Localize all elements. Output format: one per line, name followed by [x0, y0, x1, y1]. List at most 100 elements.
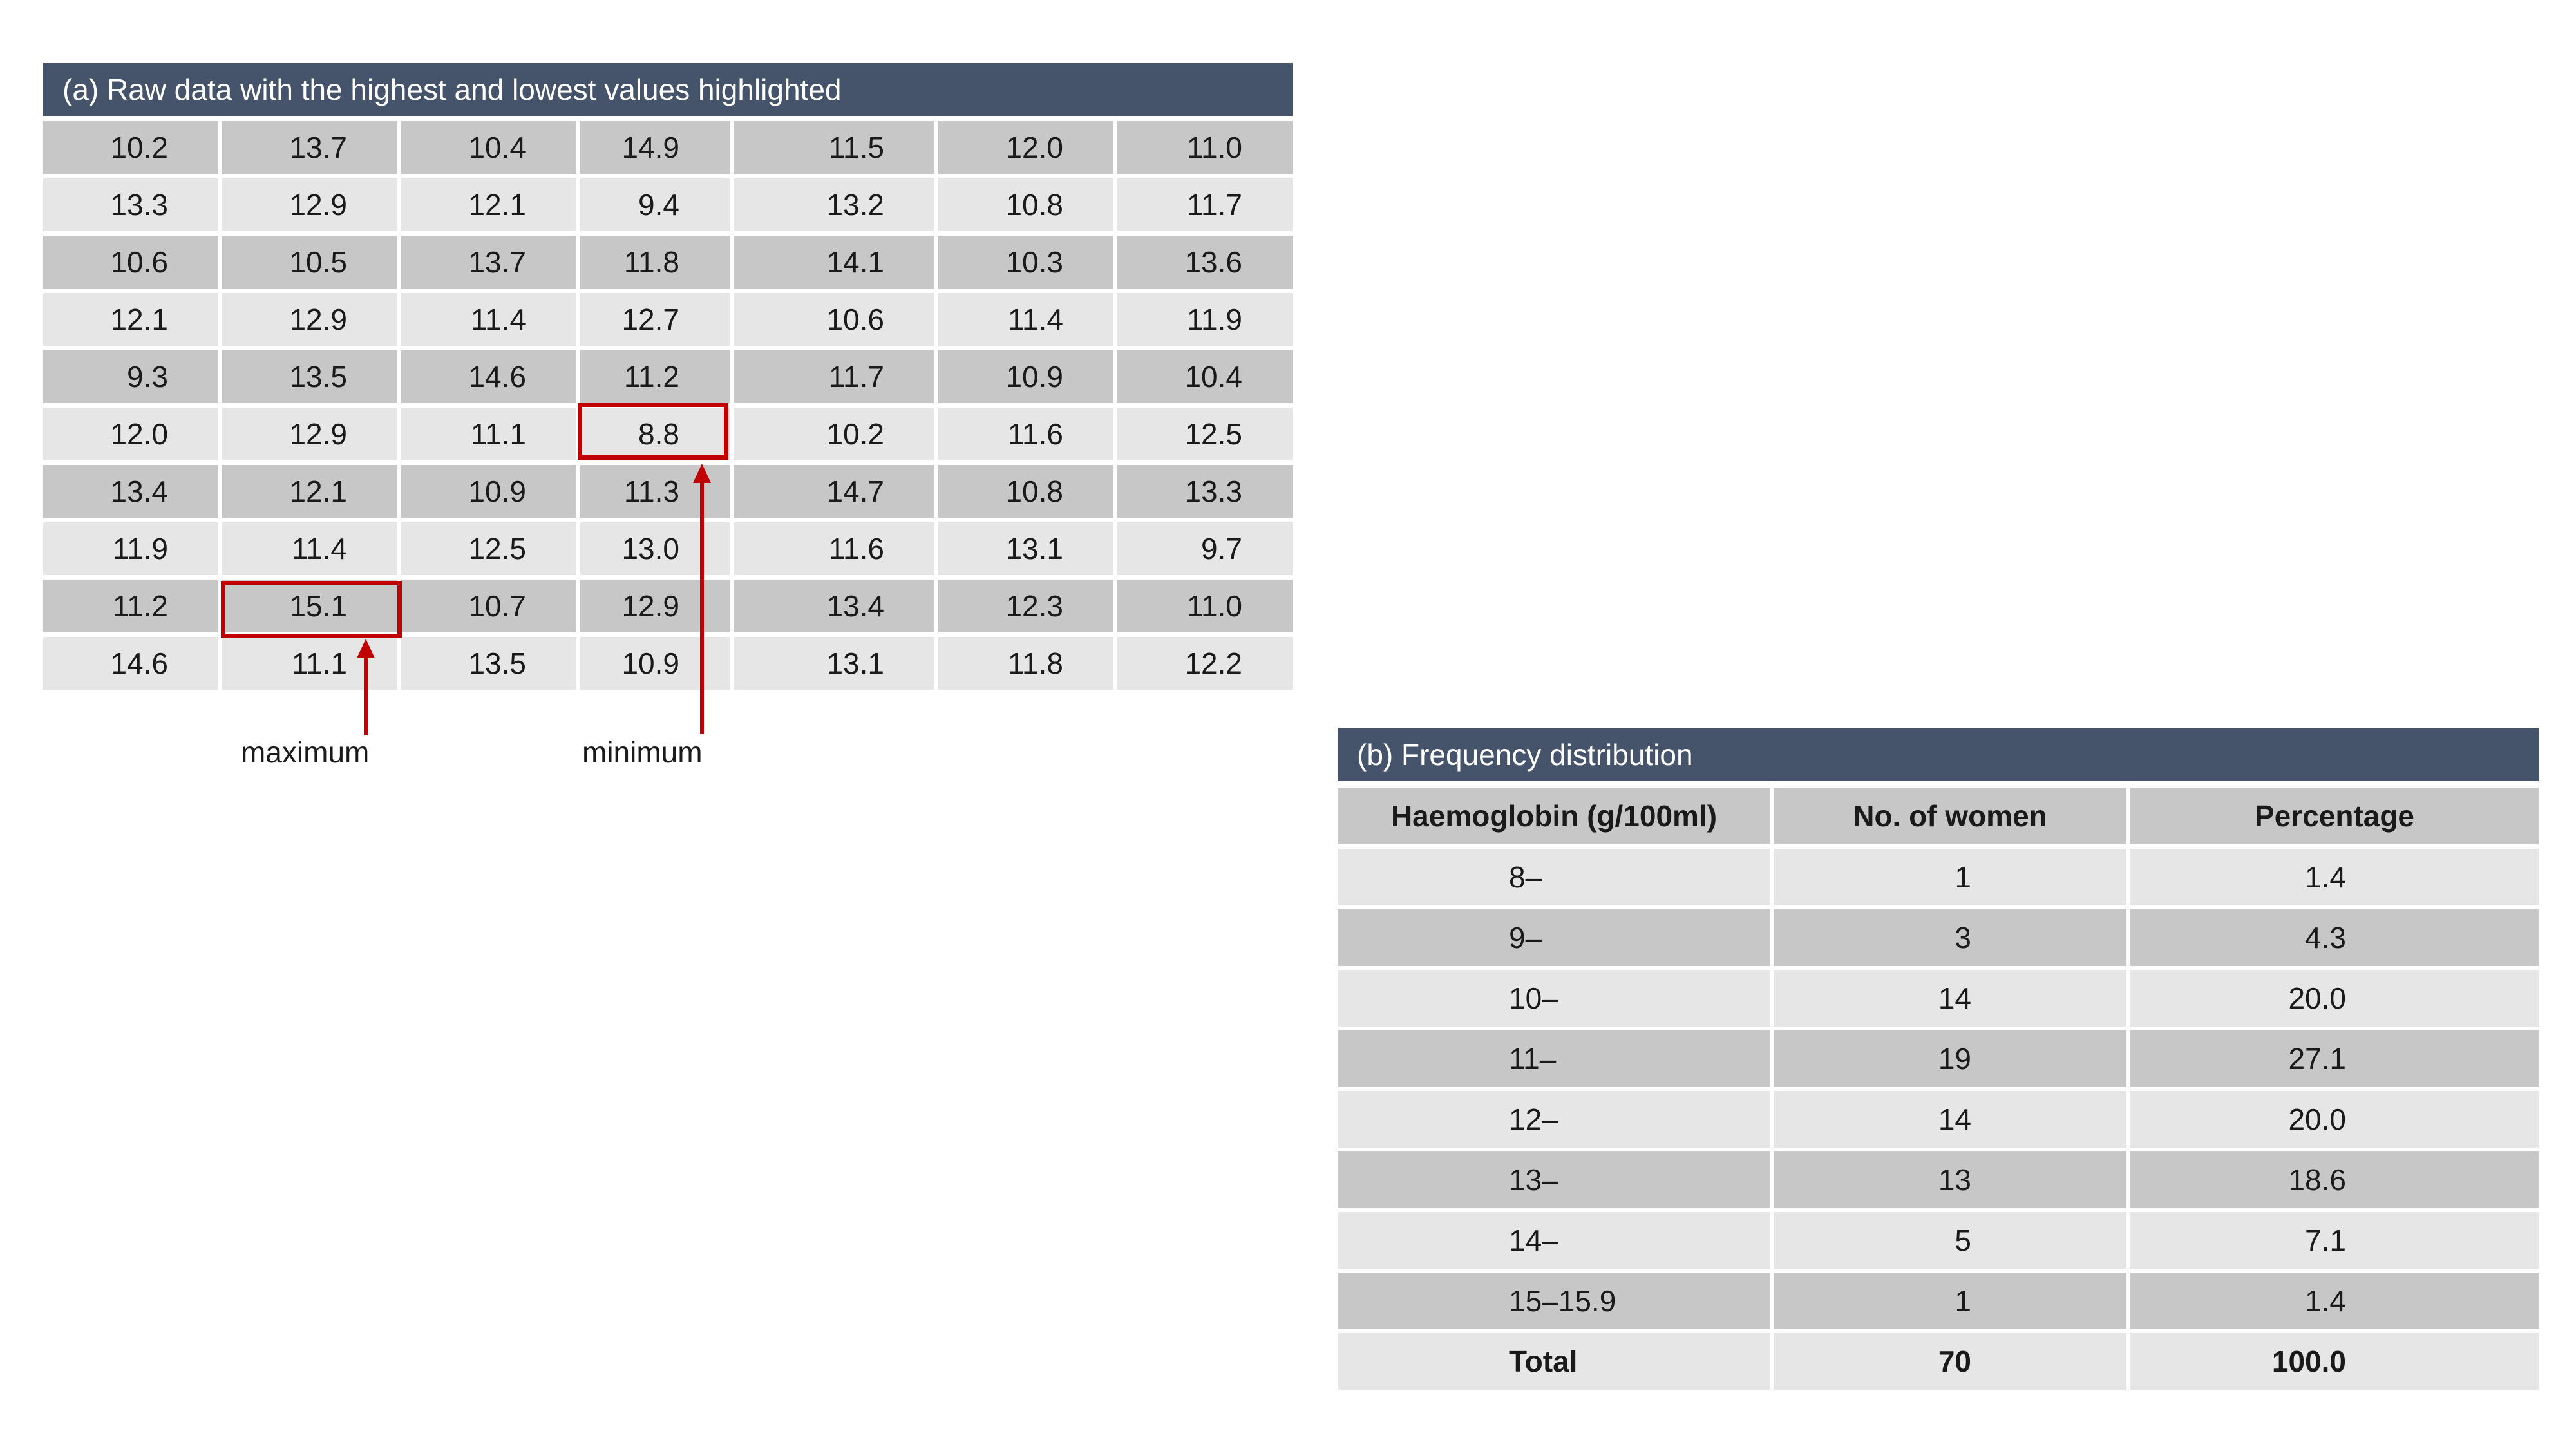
table-cell: 11.7 — [734, 350, 934, 403]
table-cell: 10– — [1338, 970, 1770, 1027]
table-cell: 10.9 — [938, 350, 1113, 403]
table-cell: 12.9 — [580, 580, 730, 632]
table-cell: 1 — [1774, 1273, 2126, 1329]
table-cell: 13.0 — [580, 522, 730, 575]
maximum-label: maximum — [241, 735, 370, 769]
maximum-highlight-box — [221, 581, 402, 638]
table-cell: 11.2 — [43, 580, 218, 632]
table-cell: 9– — [1338, 909, 1770, 966]
table-cell: 13.1 — [734, 637, 934, 690]
table-cell: 12.5 — [1117, 408, 1293, 460]
minimum-value-cell: 8.8 — [580, 408, 730, 460]
table-cell: 15–15.9 — [1338, 1273, 1770, 1329]
table-cell: 13 — [1774, 1151, 2126, 1208]
table-cell: 12.1 — [43, 293, 218, 346]
table-cell: 4.3 — [2130, 909, 2539, 966]
table-cell: 13.6 — [1117, 236, 1293, 289]
table-cell: 12.3 — [938, 580, 1113, 632]
table-cell: 13.2 — [734, 178, 934, 231]
maximum-arrow — [357, 639, 375, 735]
table-cell: 7.1 — [2130, 1212, 2539, 1269]
table-cell: 13– — [1338, 1151, 1770, 1208]
column-header-haemoglobin: Haemoglobin (g/100ml) — [1338, 788, 1770, 844]
table-cell: 14– — [1338, 1212, 1770, 1269]
table-cell: 5 — [1774, 1212, 2126, 1269]
table-cell: 8– — [1338, 849, 1770, 905]
table-cell: 10.9 — [401, 465, 576, 518]
table-cell: 10.4 — [1117, 350, 1293, 403]
table-cell: 13.5 — [401, 637, 576, 690]
table-cell: 14.7 — [734, 465, 934, 518]
table-cell: 11.5 — [734, 121, 934, 174]
table-cell: 13.5 — [222, 350, 397, 403]
table-cell: 10.7 — [401, 580, 576, 632]
table-cell: 11.2 — [580, 350, 730, 403]
table-cell: 11.6 — [938, 408, 1113, 460]
table-cell: 11.4 — [401, 293, 576, 346]
table-cell: 1 — [1774, 849, 2126, 905]
table-cell: 11– — [1338, 1030, 1770, 1087]
column-header-percentage: Percentage — [2130, 788, 2539, 844]
table-cell: 14 — [1774, 970, 2126, 1027]
table-cell: 12– — [1338, 1091, 1770, 1148]
table-cell: 1.4 — [2130, 849, 2539, 905]
table-cell: 14.1 — [734, 236, 934, 289]
maximum-value-cell: 15.1 — [222, 580, 397, 632]
table-cell: 13.4 — [43, 465, 218, 518]
table-cell: 11.9 — [1117, 293, 1293, 346]
table-cell: 11.1 — [401, 408, 576, 460]
table-cell: 13.1 — [938, 522, 1113, 575]
table-cell: 20.0 — [2130, 970, 2539, 1027]
table-cell: 9.4 — [580, 178, 730, 231]
table-cell: 14.9 — [580, 121, 730, 174]
table-cell: 10.6 — [734, 293, 934, 346]
table-cell: 10.4 — [401, 121, 576, 174]
table-cell: 10.8 — [938, 465, 1113, 518]
table-cell: 10.3 — [938, 236, 1113, 289]
table-cell: 14.6 — [43, 637, 218, 690]
table-cell: 12.0 — [43, 408, 218, 460]
table-cell: 11.8 — [580, 236, 730, 289]
total-women: 70 — [1774, 1333, 2126, 1390]
table-cell: 9.3 — [43, 350, 218, 403]
total-label: Total — [1338, 1333, 1770, 1390]
table-cell: 10.2 — [734, 408, 934, 460]
minimum-highlight-box — [578, 402, 728, 460]
table-cell: 11.0 — [1117, 580, 1293, 632]
column-header-no-of-women: No. of women — [1774, 788, 2126, 844]
table-cell: 12.9 — [222, 408, 397, 460]
table-cell: 27.1 — [2130, 1030, 2539, 1087]
minimum-arrow — [693, 464, 711, 734]
table-cell: 12.9 — [222, 293, 397, 346]
table-cell: 13.3 — [43, 178, 218, 231]
table-cell: 13.3 — [1117, 465, 1293, 518]
table-cell: 11.0 — [1117, 121, 1293, 174]
table-cell: 13.7 — [222, 121, 397, 174]
table-cell: 13.4 — [734, 580, 934, 632]
table-cell: 14 — [1774, 1091, 2126, 1148]
table-cell: 11.6 — [734, 522, 934, 575]
table-cell: 12.9 — [222, 178, 397, 231]
frequency-distribution-title: (b) Frequency distribution — [1338, 728, 2539, 781]
raw-data-title: (a) Raw data with the highest and lowest… — [43, 63, 1293, 116]
table-cell: 20.0 — [2130, 1091, 2539, 1148]
table-cell: 14.6 — [401, 350, 576, 403]
table-cell: 19 — [1774, 1030, 2126, 1087]
table-cell: 12.1 — [222, 465, 397, 518]
table-cell: 11.8 — [938, 637, 1113, 690]
table-cell: 12.2 — [1117, 637, 1293, 690]
table-cell: 9.7 — [1117, 522, 1293, 575]
table-cell: 10.2 — [43, 121, 218, 174]
table-cell: 11.4 — [938, 293, 1113, 346]
table-cell: 12.7 — [580, 293, 730, 346]
table-cell: 11.4 — [222, 522, 397, 575]
table-cell: 3 — [1774, 909, 2126, 966]
minimum-label: minimum — [582, 735, 703, 769]
table-cell: 10.8 — [938, 178, 1113, 231]
table-cell: 12.5 — [401, 522, 576, 575]
table-cell: 18.6 — [2130, 1151, 2539, 1208]
table-cell: 12.1 — [401, 178, 576, 231]
table-cell: 11.9 — [43, 522, 218, 575]
table-cell: 11.7 — [1117, 178, 1293, 231]
table-cell: 10.9 — [580, 637, 730, 690]
